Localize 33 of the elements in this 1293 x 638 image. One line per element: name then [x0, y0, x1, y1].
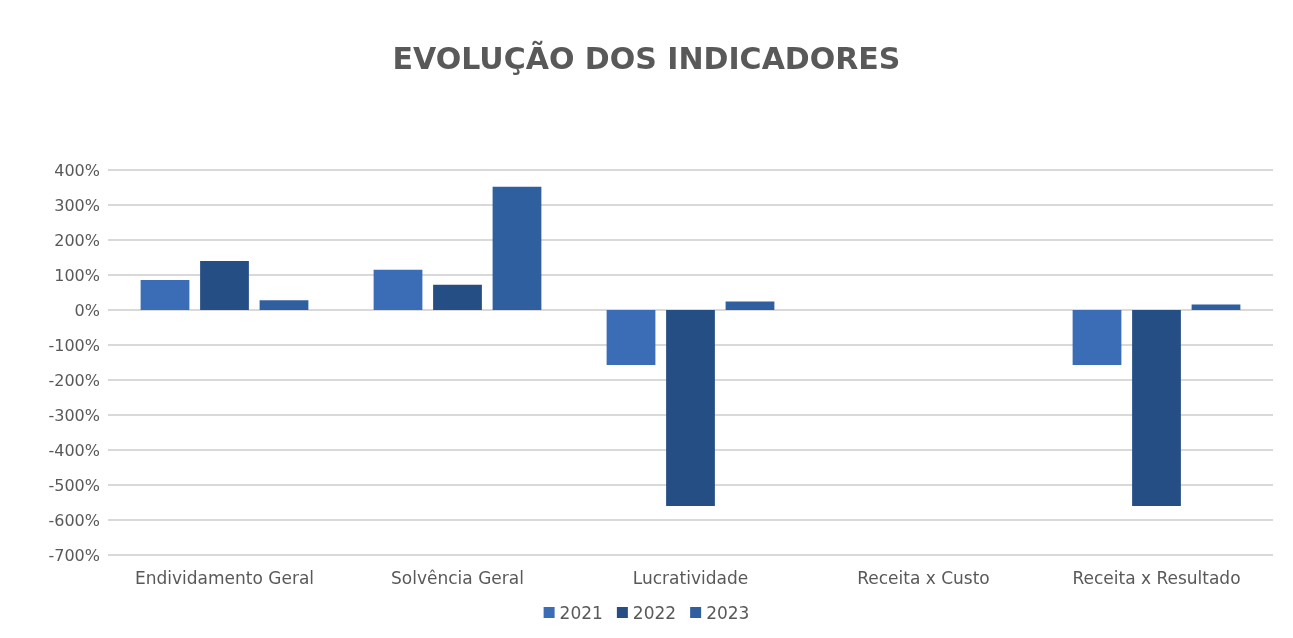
y-tick-label: 0% — [74, 300, 100, 320]
y-tick-label: -400% — [48, 440, 100, 460]
bar — [200, 261, 249, 310]
bar — [140, 279, 190, 310]
bar — [1072, 310, 1122, 365]
y-tick-label: -300% — [48, 405, 100, 425]
bar — [259, 300, 309, 310]
bar — [725, 301, 775, 310]
bar — [433, 284, 482, 310]
x-tick-label: Receita x Custo — [857, 567, 990, 588]
legend-label: 2021 — [559, 602, 603, 623]
y-tick-label: -500% — [48, 475, 100, 495]
y-tick-label: -700% — [48, 545, 100, 565]
y-tick-label: -600% — [48, 510, 100, 530]
legend-label: 2023 — [706, 602, 750, 623]
y-tick-label: -100% — [48, 335, 100, 355]
legend-label: 2022 — [632, 602, 677, 623]
x-tick-label: Lucratividade — [632, 567, 749, 588]
y-tick-label: 300% — [54, 195, 100, 215]
bar — [1191, 304, 1241, 310]
x-tick-label: Receita x Resultado — [1072, 567, 1241, 588]
bar — [492, 186, 542, 310]
x-tick-label: Solvência Geral — [391, 567, 524, 588]
bar — [373, 269, 423, 310]
y-tick-label: 200% — [54, 230, 100, 250]
y-tick-label: 400% — [54, 160, 100, 180]
bar — [1132, 310, 1181, 506]
y-tick-label: -200% — [48, 370, 100, 390]
x-tick-label: Endividamento Geral — [134, 567, 315, 588]
y-tick-label: 100% — [54, 265, 100, 285]
chart-title: EVOLUÇÃO DOS INDICADORES — [392, 39, 901, 76]
bar — [606, 310, 656, 365]
bar — [666, 310, 715, 506]
